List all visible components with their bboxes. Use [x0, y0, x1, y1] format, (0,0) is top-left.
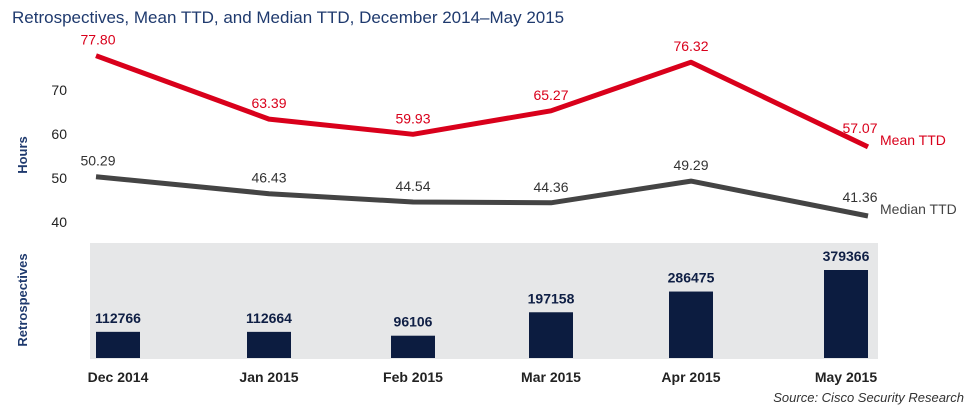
median-ttd-value-label: 44.36 [533, 179, 568, 195]
bar-value-label: 197158 [528, 290, 575, 306]
mean-ttd-value-label: 57.07 [842, 120, 877, 136]
bar-value-label: 112766 [95, 310, 141, 326]
x-category-label: Mar 2015 [521, 369, 581, 385]
bar-value-label: 96106 [394, 314, 433, 330]
mean-ttd-value-label: 65.27 [533, 87, 568, 103]
retrospectives-bar [391, 335, 435, 358]
median-ttd-value-label: 46.43 [251, 170, 286, 186]
x-category-label: Apr 2015 [661, 369, 720, 385]
x-category-label: Feb 2015 [383, 369, 443, 385]
mean-ttd-line [95, 53, 870, 150]
mean-ttd-series-label: Mean TTD [880, 132, 946, 148]
mean-ttd-value-label: 76.32 [673, 38, 708, 54]
y-tick-label: 60 [51, 126, 67, 142]
y-tick-label: 70 [51, 82, 67, 98]
median-ttd-value-label: 49.29 [673, 157, 708, 173]
median-ttd-value-label: 44.54 [395, 178, 430, 194]
retrospectives-bar [96, 331, 140, 358]
retrospectives-bar [247, 331, 291, 358]
x-category-label: Dec 2014 [88, 369, 149, 385]
median-ttd-series-label: Median TTD [880, 201, 957, 217]
y-tick-label: 50 [51, 170, 67, 186]
retrospectives-bar [669, 291, 713, 358]
mean-ttd-value-label: 63.39 [251, 95, 286, 111]
source-note: Source: Cisco Security Research [773, 390, 964, 405]
median-ttd-line [95, 174, 869, 219]
retrospectives-bar [529, 312, 573, 358]
bar-value-label: 286475 [668, 270, 715, 286]
x-category-label: Jan 2015 [239, 369, 298, 385]
mean-ttd-value-label: 77.80 [80, 32, 115, 48]
y-tick-label: 40 [51, 214, 67, 230]
x-category-label: May 2015 [815, 369, 877, 385]
bar-value-label: 379366 [823, 248, 870, 264]
bar-value-label: 112664 [246, 310, 292, 326]
chart-title: Retrospectives, Mean TTD, and Median TTD… [12, 8, 565, 27]
retrospectives-panel [90, 243, 878, 359]
median-ttd-value-label: 41.36 [842, 189, 877, 205]
retrospectives-axis-label: Retrospectives [15, 253, 30, 346]
hours-axis-label: Hours [15, 136, 30, 174]
retrospectives-bar [824, 270, 868, 358]
mean-ttd-value-label: 59.93 [395, 110, 430, 126]
median-ttd-value-label: 50.29 [80, 153, 115, 169]
